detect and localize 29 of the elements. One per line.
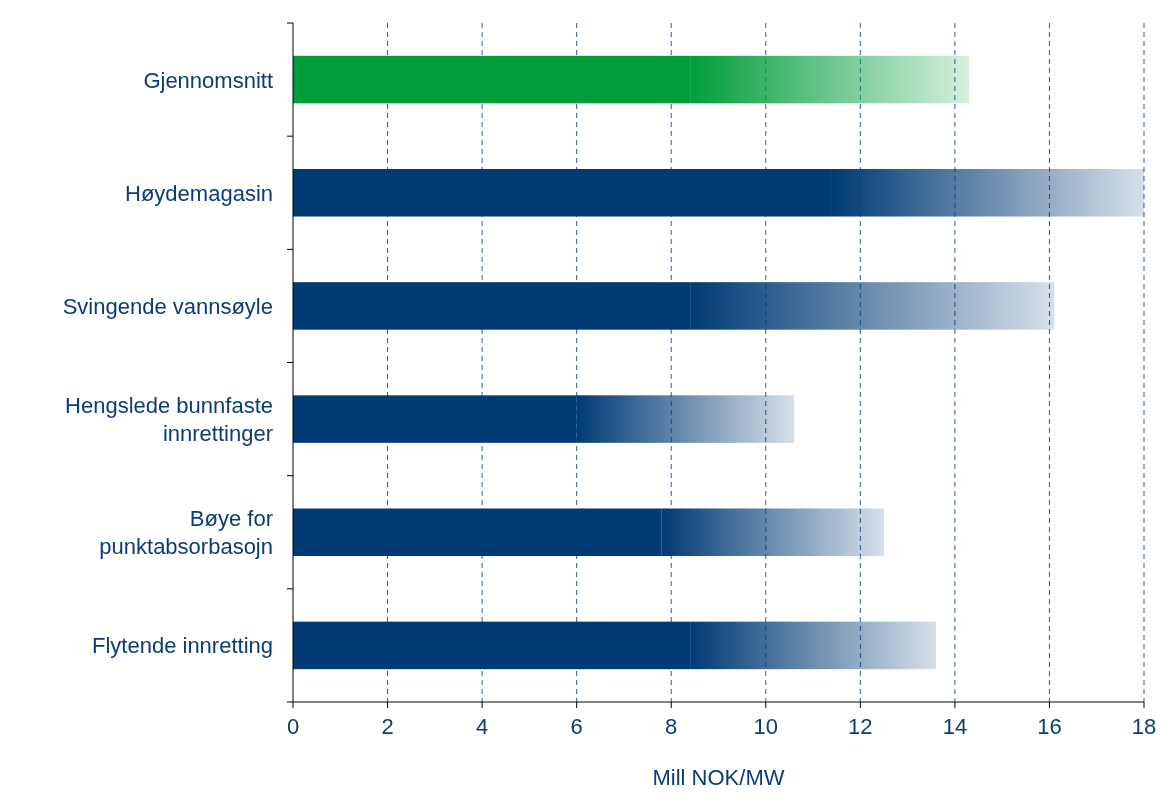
bar	[293, 168, 832, 217]
y-tick-label: Høydemagasin	[125, 180, 273, 206]
y-tick-label: Svingende vannsøyle	[62, 293, 273, 319]
x-tick-label: 18	[1131, 714, 1157, 739]
x-tick-label: 14	[942, 714, 968, 739]
y-tick-label: Bøye for punktabsorbasojn	[99, 506, 273, 560]
bar	[831, 168, 1144, 217]
x-tick-label: 10	[753, 714, 779, 739]
bar	[661, 508, 884, 557]
bar	[690, 621, 936, 670]
bar	[690, 55, 970, 104]
bar	[293, 395, 577, 443]
y-tick-label: Flytende innretting	[92, 633, 273, 659]
bar	[293, 282, 691, 330]
x-tick-label: 2	[381, 714, 394, 739]
x-tick-label: 12	[848, 714, 873, 739]
bar	[293, 621, 691, 670]
x-axis-title: Mill NOK/MW	[652, 765, 785, 790]
x-tick-label: 8	[665, 714, 678, 739]
bar	[293, 508, 662, 557]
x-tick-label: 16	[1037, 714, 1062, 739]
x-tick-label: 0	[286, 714, 300, 739]
y-tick-label: Hengslede bunnfaste innrettinger	[65, 393, 273, 447]
bar	[293, 55, 691, 104]
bar	[690, 282, 1055, 330]
y-tick-label: Gjennomsnitt	[143, 67, 273, 93]
bar	[576, 395, 795, 443]
x-tick-label: 6	[570, 714, 583, 739]
x-tick-label: 4	[475, 714, 489, 739]
